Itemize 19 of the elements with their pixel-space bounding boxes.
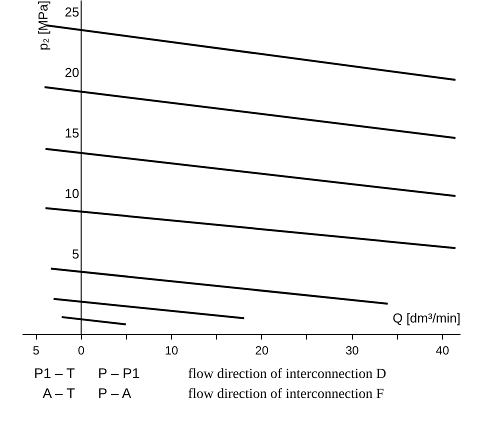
text: P1 – T bbox=[34, 365, 76, 381]
x-tick-label: 30 bbox=[345, 344, 360, 358]
y-tick-label: 25 bbox=[64, 4, 80, 20]
y-tick-label: 10 bbox=[64, 186, 80, 202]
text: A – T bbox=[42, 385, 76, 401]
y-tick-label: 20 bbox=[64, 65, 80, 80]
text: flow direction of interconnection D bbox=[188, 367, 386, 382]
x-axis-title: Q [dm³/min] bbox=[392, 310, 460, 326]
text: flow direction of interconnection F bbox=[188, 387, 384, 402]
x-tick-label: 20 bbox=[255, 344, 269, 358]
text: P – A bbox=[98, 385, 132, 401]
x-tick-label: 5 bbox=[32, 344, 40, 358]
text: P – P1 bbox=[98, 365, 140, 381]
y-tick-label: 5 bbox=[72, 246, 80, 262]
y-axis-title: p₂ [MPa] bbox=[36, 0, 51, 50]
x-tick-label: 0 bbox=[78, 344, 85, 358]
x-tick-label: 40 bbox=[436, 344, 450, 358]
x-tick-label: 10 bbox=[164, 344, 179, 358]
y-tick-label: 15 bbox=[64, 126, 80, 141]
